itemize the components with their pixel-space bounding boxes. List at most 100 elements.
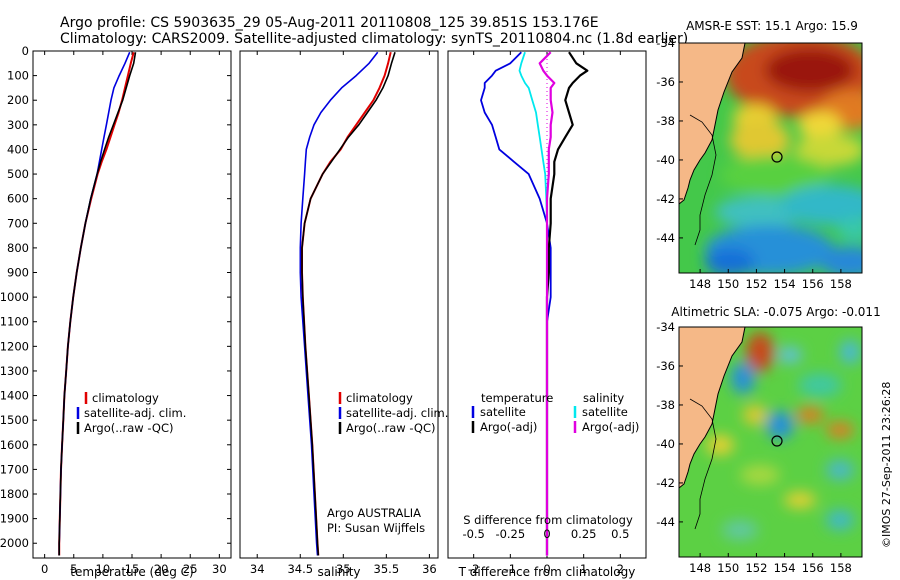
header-line1: Argo profile: CS 5903635_29 05-Aug-2011 … xyxy=(60,15,599,31)
depth-tick-label: 2000 xyxy=(0,536,29,550)
argo-marker-sst xyxy=(771,151,783,163)
depth-tick-label: 1900 xyxy=(0,512,29,526)
map-lat-label: -44 xyxy=(656,231,675,245)
salinity-legend: climatology satellite-adj. clim. Argo(..… xyxy=(338,391,448,435)
sst-map-panel: AMSR-E SST: 15.1 Argo: 15.9 xyxy=(656,19,863,291)
depth-tick-label: 1800 xyxy=(0,487,29,501)
x-tick-label: 36 xyxy=(422,562,437,576)
map-lat-label: -38 xyxy=(656,398,675,412)
t-difference-xlabel: T difference from climatology xyxy=(458,565,636,579)
x-tick-label: 15 xyxy=(125,562,140,576)
depth-tick-label: 100 xyxy=(7,69,29,83)
map-lat-label: -44 xyxy=(656,515,675,529)
map-lat-label: -34 xyxy=(656,320,675,334)
x-tick-label: 5 xyxy=(70,562,77,576)
x-tick-label: -1 xyxy=(505,562,516,576)
x-tick-label: 20 xyxy=(154,562,169,576)
s-tick-label: -0.25 xyxy=(495,527,525,541)
sla-map-title: Altimetric SLA: -0.075 Argo: -0.011 xyxy=(671,305,880,319)
legend-argo-s: Argo(..raw -QC) xyxy=(346,421,436,435)
legend-t-argo: Argo(-adj) xyxy=(480,420,537,434)
map-lat-label: -40 xyxy=(656,437,675,451)
salinity-panel: 34 34.5 35 35.5 36 salinity climatology sate… xyxy=(239,50,448,579)
map-lat-label: -42 xyxy=(656,476,675,490)
depth-tick-label: 300 xyxy=(7,118,29,132)
depth-tick-label: 1200 xyxy=(0,339,29,353)
x-tick-label: -2 xyxy=(468,562,479,576)
sst-map-title: AMSR-E SST: 15.1 Argo: 15.9 xyxy=(686,19,858,33)
australia-coast-sst xyxy=(679,43,746,205)
depth-tick-label: 1500 xyxy=(0,413,29,427)
x-tick-label: 10 xyxy=(96,562,111,576)
depth-tick-label: 0 xyxy=(22,44,29,58)
depth-tick-label: 1300 xyxy=(0,364,29,378)
depth-tick-label: 900 xyxy=(7,266,29,280)
legend-salinity-title: salinity xyxy=(583,391,624,405)
s-tick-label: -0.5 xyxy=(462,527,484,541)
map-lat-label: -38 xyxy=(656,114,675,128)
depth-tick-label: 700 xyxy=(7,216,29,230)
depth-tick-label: 200 xyxy=(7,93,29,107)
x-tick-label: 1 xyxy=(580,562,587,576)
map-lat-label: -36 xyxy=(656,359,675,373)
map-lat-label: -40 xyxy=(656,153,675,167)
temperature-xlabel: temperature (deg C) xyxy=(70,565,193,579)
temperature-legend: climatology satellite-adj. clim. Argo(..… xyxy=(76,391,186,435)
difference-panel: -2 -1 0 1 2 T difference from climatology S … xyxy=(447,50,647,579)
map-lon-label: 152 xyxy=(745,561,767,575)
s-tick-label: 0.5 xyxy=(611,527,629,541)
map-lon-label: 158 xyxy=(830,277,852,291)
depth-tick-label: 800 xyxy=(7,241,29,255)
series-satellite-adj-clim- xyxy=(299,51,379,556)
depth-tick-label: 1000 xyxy=(0,290,29,304)
map-lon-label: 148 xyxy=(689,561,711,575)
x-tick-label: 34 xyxy=(250,562,265,576)
map-lon-label: 156 xyxy=(802,277,824,291)
legend-climatology-s: climatology xyxy=(346,391,413,405)
series-argo-raw-qc- xyxy=(58,52,137,556)
map-lon-label: 154 xyxy=(774,561,796,575)
temperature-panel: 0100200300400500600700800900100011001200… xyxy=(0,44,646,579)
x-tick-label: 30 xyxy=(212,562,227,576)
salinity-xlabel: salinity xyxy=(317,565,360,579)
x-tick-label: 35.5 xyxy=(374,562,400,576)
x-tick-label: 2 xyxy=(617,562,624,576)
header-line2: Climatology: CARS2009. Satellite-adjuste… xyxy=(60,31,688,47)
sla-map-panel: Altimetric SLA: -0.075 Argo: -0.011 xyxy=(656,305,881,575)
map-lat-label: -42 xyxy=(656,192,675,206)
imos-credit: ©IMOS 27-Sep-2011 23:26:28 xyxy=(880,382,893,548)
x-tick-label: 34.5 xyxy=(287,562,313,576)
map-lat-label: -36 xyxy=(656,75,675,89)
depth-tick-label: 1700 xyxy=(0,462,29,476)
s-tick-label: 0 xyxy=(543,527,550,541)
legend-argo: Argo(..raw -QC) xyxy=(84,421,174,435)
depth-tick-label: 600 xyxy=(7,192,29,206)
depth-tick-label: 1400 xyxy=(0,389,29,403)
map-lon-label: 148 xyxy=(689,277,711,291)
argo-marker-sla xyxy=(771,435,783,447)
map-lon-label: 158 xyxy=(830,561,852,575)
x-tick-label: 0 xyxy=(543,562,550,576)
depth-tick-label: 400 xyxy=(7,142,29,156)
x-tick-label: 0 xyxy=(41,562,48,576)
map-lon-label: 154 xyxy=(774,277,796,291)
australia-coast-sla xyxy=(679,327,746,489)
legend-s-argo: Argo(-adj) xyxy=(582,420,639,434)
map-lon-label: 150 xyxy=(717,561,739,575)
x-tick-label: 35 xyxy=(336,562,351,576)
depth-tick-label: 500 xyxy=(7,167,29,181)
difference-legend: temperature salinity satellite Argo(-adj… xyxy=(471,391,639,434)
map-lon-label: 150 xyxy=(717,277,739,291)
legend-satellite-s: satellite-adj. clim. xyxy=(346,406,448,420)
legend-satellite: satellite-adj. clim. xyxy=(84,406,186,420)
pi-label: PI: Susan Wijffels xyxy=(327,521,425,535)
depth-tick-label: 1100 xyxy=(0,315,29,329)
legend-temperature-title: temperature xyxy=(481,391,553,405)
map-lat-label: -34 xyxy=(656,36,675,50)
series-argo-raw-qc- xyxy=(301,51,396,556)
s-difference-xlabel: S difference from climatology xyxy=(463,513,633,527)
argo-australia-label: Argo AUSTRALIA xyxy=(327,506,421,520)
legend-s-satellite: satellite xyxy=(582,405,628,419)
map-lon-label: 156 xyxy=(802,561,824,575)
